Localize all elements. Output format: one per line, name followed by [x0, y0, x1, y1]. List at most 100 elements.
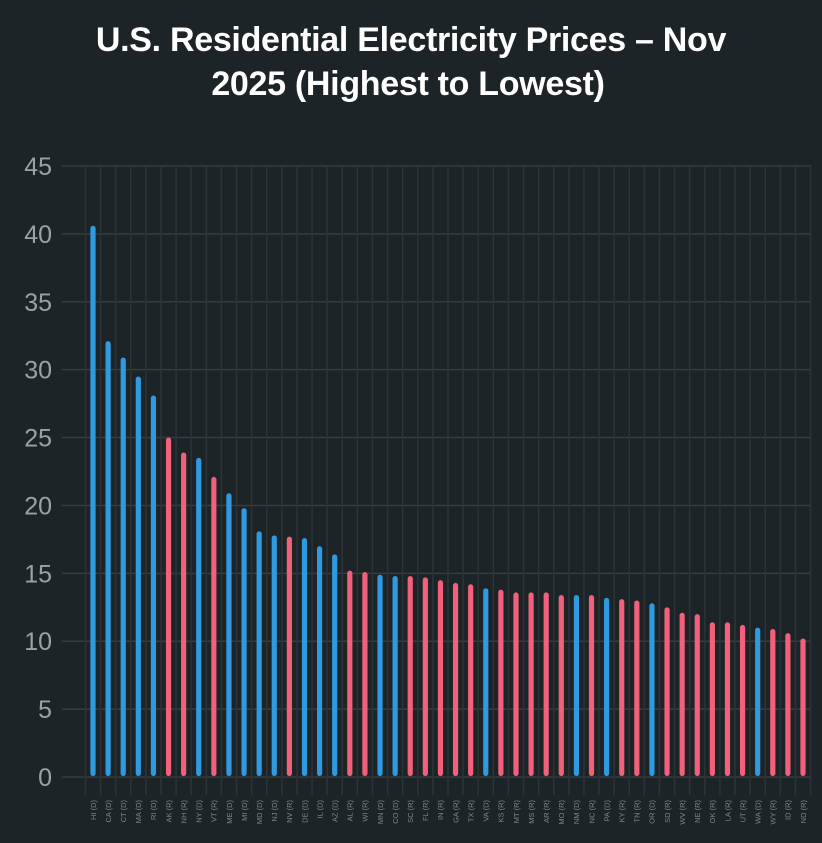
- bar-ms: [528, 592, 534, 776]
- bar-mt: [513, 592, 519, 776]
- bar-vt: [211, 476, 217, 776]
- x-tick-label: MI (D): [240, 799, 249, 820]
- bar-nv: [286, 536, 292, 776]
- bar-wv: [679, 612, 685, 776]
- bar-ri: [150, 395, 157, 776]
- bar-hi: [90, 225, 96, 777]
- x-tick-label: CA (D): [104, 799, 113, 822]
- x-tick-label: MT (R): [512, 800, 521, 824]
- y-tick-label: 5: [38, 696, 52, 724]
- bar-va: [483, 588, 489, 776]
- x-tick-label: GA (R): [451, 800, 460, 823]
- x-tick-label: ID (R): [784, 800, 793, 820]
- x-tick-label: OR (D): [648, 800, 657, 824]
- x-tick-label: WI (R): [361, 800, 370, 822]
- x-tick-label: DE (D): [300, 800, 309, 823]
- x-tick-label: NJ (D): [270, 800, 279, 822]
- bar-ct: [120, 357, 126, 776]
- x-tick-label: AL (R): [346, 799, 355, 821]
- x-tick-label: CT (D): [119, 799, 128, 822]
- bar-tn: [634, 600, 640, 776]
- horizontal-gridlines: [62, 165, 811, 778]
- bar-wi: [362, 571, 368, 776]
- bar-ks: [498, 589, 504, 776]
- x-tick-label: WA (D): [753, 800, 762, 824]
- y-tick-label: 40: [24, 221, 52, 249]
- x-tick-label: SD (R): [663, 800, 672, 823]
- x-tick-label: AR (R): [542, 800, 551, 823]
- y-tick-label: 35: [24, 289, 52, 317]
- y-tick-label: 30: [24, 357, 52, 385]
- bar-nd: [800, 638, 806, 776]
- chart-title: U.S. Residential Electricity Prices – No…: [0, 18, 822, 106]
- bar-tx: [468, 584, 474, 776]
- bar-mi: [241, 508, 247, 776]
- x-tick-label: MO (R): [557, 799, 566, 824]
- x-tick-label: IN (R): [436, 800, 445, 820]
- y-axis-ticks: 0 5 10 15 20 25 30 35 40 45: [24, 153, 52, 792]
- bar-la: [724, 622, 731, 776]
- bar-il: [316, 546, 323, 776]
- x-tick-label: NY (D): [195, 800, 204, 823]
- x-tick-label: NM (D): [572, 800, 581, 825]
- x-tick-label: RI (D): [149, 800, 158, 820]
- bar-md: [256, 531, 262, 776]
- bar-ok: [709, 622, 715, 776]
- bar-pa: [604, 597, 610, 776]
- bar-nh: [181, 452, 187, 776]
- y-tick-label: 10: [24, 628, 52, 656]
- x-tick-label: MN (D): [376, 800, 385, 825]
- bar-ga: [452, 582, 459, 776]
- x-tick-label: MD (D): [255, 800, 264, 825]
- x-tick-label: VA (D): [482, 799, 491, 821]
- bar-in: [437, 580, 444, 776]
- bar-sc: [407, 576, 413, 776]
- x-tick-label: AK (R): [164, 799, 173, 822]
- bar-nj: [271, 535, 277, 776]
- x-tick-label: VT (R): [210, 800, 219, 822]
- x-tick-label: LA (R): [723, 800, 732, 822]
- bar-al: [347, 570, 353, 776]
- vertical-gridlines: [84, 166, 812, 795]
- bar-id: [785, 633, 791, 776]
- bar-ne: [694, 614, 700, 776]
- bar-or: [649, 603, 655, 776]
- y-tick-label: 15: [24, 560, 52, 588]
- x-tick-label: OK (R): [708, 800, 717, 824]
- x-tick-label: AZ (D): [331, 800, 340, 823]
- x-tick-label: MA (D): [134, 800, 143, 824]
- bar-ny: [196, 457, 202, 776]
- y-tick-label: 0: [38, 764, 52, 792]
- x-tick-label: MS (R): [527, 800, 536, 824]
- x-tick-label: WY (R): [769, 800, 778, 825]
- bar-me: [226, 493, 232, 776]
- x-tick-label: NE (R): [693, 800, 702, 823]
- x-tick-label: TN (R): [633, 800, 642, 823]
- bar-wy: [770, 629, 776, 776]
- bar-mo: [558, 595, 564, 776]
- bars: [90, 225, 806, 777]
- y-tick-label: 20: [24, 492, 52, 520]
- bar-ky: [619, 599, 625, 776]
- y-tick-label: 25: [24, 425, 52, 453]
- x-tick-label: CO (D): [391, 800, 400, 824]
- x-axis-ticks: HI (D) CA (D) CT (D) MA (D) RI (D) AK (R) NH (…: [89, 799, 808, 824]
- bar-ma: [135, 376, 141, 776]
- bar-fl: [422, 577, 428, 776]
- bar-ut: [739, 624, 746, 776]
- x-tick-label: FL (R): [421, 800, 430, 821]
- bar-ar: [543, 592, 549, 776]
- x-tick-label: NV (R): [285, 800, 294, 823]
- bar-nc: [588, 595, 595, 776]
- bar-co: [392, 576, 398, 776]
- x-tick-label: NC (R): [587, 799, 596, 823]
- bar-az: [332, 554, 338, 776]
- bar-de: [301, 538, 308, 776]
- x-tick-label: UT (R): [738, 799, 747, 822]
- x-tick-label: HI (D): [89, 800, 98, 820]
- x-tick-label: ND (R): [799, 799, 808, 823]
- x-tick-label: SC (R): [406, 800, 415, 823]
- bar-wa: [755, 627, 761, 776]
- bar-ak: [165, 437, 172, 776]
